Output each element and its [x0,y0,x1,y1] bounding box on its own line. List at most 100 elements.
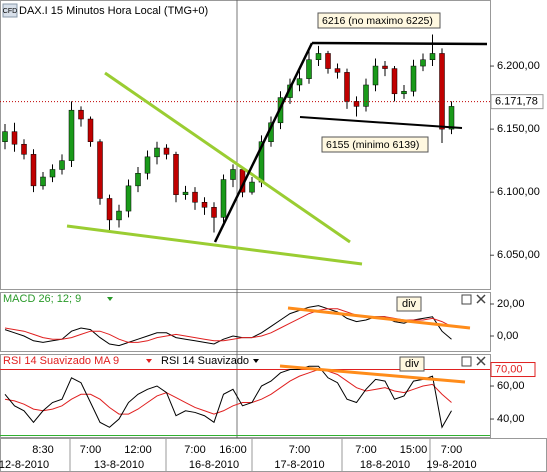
close-button[interactable] [476,294,486,304]
macd-frame [0,292,491,352]
close-button[interactable] [476,356,486,366]
y-tick-label: 6.050,00 [497,249,540,261]
y-tick-label: 20,00 [497,298,525,310]
candle-body [30,154,37,187]
trend-line [299,116,463,129]
trend-line [311,41,488,46]
candle-body [211,207,217,218]
annotation: 6155 (minimo 6139) [326,139,419,151]
candle-body [391,68,398,95]
dropdown-arrow[interactable] [253,359,259,363]
level-label-box [490,362,536,378]
x-tick-label: 7:00 [289,444,310,456]
maximize-button[interactable] [461,356,472,367]
candle-body [382,65,388,69]
candle-body [363,84,369,107]
candle-body [230,169,236,180]
candle-body [372,65,379,86]
x-tick-label: 12:00 [124,444,152,456]
candle-body [135,172,141,187]
div-line [287,306,471,330]
candle-body [353,101,360,107]
annotation-box [399,356,425,372]
logo: CFD [3,8,17,15]
day-separators [69,438,431,472]
candle-body [78,109,84,120]
candle-body [344,72,350,102]
level-label: 70,00 [495,363,523,375]
y-tick-label: 40,00 [497,413,525,425]
candle-body [306,59,312,79]
candle-body [182,191,189,195]
x-tick-label: 8:30 [32,444,53,456]
candle-body [144,156,151,174]
price-frame [0,0,491,290]
candle-body [21,143,27,155]
annotation: 6216 (no maximo 6225) [322,15,433,27]
candle-body [97,141,103,199]
candle-body [59,160,65,170]
chart-title: DAX.I 15 Minutos Hora Local (TMG+0) [19,5,208,17]
candle-body [429,53,436,60]
date-label: 13-8-2010 [94,459,144,471]
macd-title: MACD 26; 12; 9 [3,293,81,305]
date-label: 16-8-2010 [189,459,239,471]
x-tick-label: 15:00 [400,444,428,456]
date-label: 17-8-2010 [274,459,324,471]
candle-body [163,147,170,155]
annotation-box [317,12,441,29]
div-line [279,364,466,384]
candle-body [106,198,113,221]
maximize-button[interactable] [461,294,472,305]
candle-body [173,154,179,195]
dropdown-arrow[interactable] [107,297,113,301]
candle-body [315,53,322,60]
candle-body [220,179,227,218]
candle-body [87,118,94,142]
candle-body [2,131,8,142]
candle-body [49,169,56,178]
candle-body [154,147,160,158]
legend-entry: RSI 14 Suavizado MA 9 [3,355,119,367]
trend-line [213,42,314,243]
y-tick-label: 6.150,00 [497,123,540,135]
y-tick-label: 6.200,00 [497,60,540,72]
date-label: 18-8-2010 [360,459,410,471]
candle-body [11,131,18,145]
y-tick-label: 60,00 [497,380,525,392]
rsi-frame [0,354,491,438]
date-label: 19-8-2010 [426,459,476,471]
last-price-box [490,94,544,110]
date-label: 12-8-2010 [0,459,49,471]
panel-controls [461,294,486,367]
trend-line [104,71,351,244]
candle-body [116,210,122,221]
logo-box [2,3,18,18]
x-tick-label: 7:00 [80,444,101,456]
x-tick-label: 7:00 [441,444,462,456]
trend-lines [66,41,488,384]
candle-body [249,181,255,193]
candle-body [296,78,303,86]
x-tick-label: 7:00 [184,444,205,456]
candle-body [68,109,75,161]
candle-body [40,176,46,187]
candle-body [401,91,407,95]
candle-body [420,59,426,67]
candle-body [325,53,331,69]
dropdown-arrow[interactable] [146,359,152,363]
legend-entry: RSI 14 Suavizado [161,355,249,367]
y-tick-label: 0,00 [497,330,518,342]
x-tick-label: 7:00 [355,444,376,456]
candle-body [192,191,198,203]
candle-body [448,106,455,130]
candle-body [334,68,341,73]
candle-body [439,53,445,130]
annotation: div [402,298,417,310]
trend-line [66,224,363,266]
annotation-box [321,136,429,153]
candle-body [201,201,208,208]
candle-body [410,65,417,92]
